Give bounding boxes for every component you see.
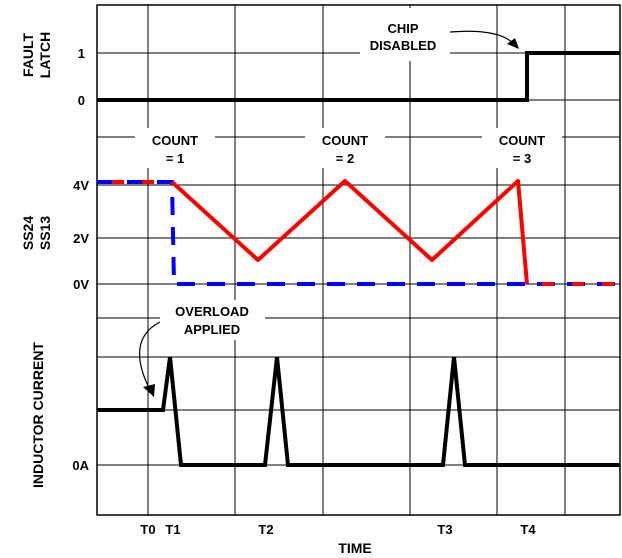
chip-label: CHIP <box>387 21 418 36</box>
fault-latch-trace <box>97 51 620 102</box>
count-1-box <box>135 128 215 168</box>
ss13-label: SS13 <box>37 216 53 250</box>
plot-frame <box>96 4 621 516</box>
ytick-0v: 0V <box>73 277 89 292</box>
overload-box <box>160 300 265 340</box>
ss24-label: SS24 <box>20 216 36 250</box>
disabled-label: DISABLED <box>370 38 436 53</box>
xtick-t1: T1 <box>165 522 180 537</box>
chip-disabled-arrow <box>449 30 516 46</box>
count-2-label: COUNT <box>322 133 368 148</box>
xtick-t3: T3 <box>437 522 452 537</box>
applied-label: APPLIED <box>184 322 240 337</box>
overload-label: OVERLOAD <box>175 304 249 319</box>
fault-label-line2: LATCH <box>37 32 53 78</box>
overload-arrow <box>139 321 161 391</box>
ytick-fault-0: 0 <box>78 93 85 108</box>
count-1-label: COUNT <box>152 133 198 148</box>
chip-disabled-arrowhead <box>507 38 519 49</box>
count-3-box <box>482 128 562 168</box>
count-2-value: = 2 <box>336 151 354 166</box>
count-1-value: = 1 <box>166 151 184 166</box>
chip-disabled-box <box>360 8 450 61</box>
ytick-2v: 2V <box>73 231 89 246</box>
count-3-value: = 3 <box>513 151 531 166</box>
count-2-box <box>305 128 385 168</box>
fault-label-line1: FAULT <box>20 33 36 78</box>
ss24-trace <box>170 179 529 285</box>
ss13-trace <box>97 180 620 286</box>
ytick-fault-1: 1 <box>78 46 85 61</box>
x-axis-label: TIME <box>338 540 371 556</box>
xtick-t0: T0 <box>140 522 155 537</box>
ytick-4v: 4V <box>73 178 89 193</box>
overload-arrowhead <box>143 384 155 397</box>
ytick-0a: 0A <box>72 458 89 473</box>
inductor-current-trace <box>97 356 620 467</box>
inductor-current-label: INDUCTOR CURRENT <box>30 342 46 488</box>
count-3-label: COUNT <box>499 133 545 148</box>
xtick-t2: T2 <box>258 522 273 537</box>
xtick-t4: T4 <box>520 522 536 537</box>
